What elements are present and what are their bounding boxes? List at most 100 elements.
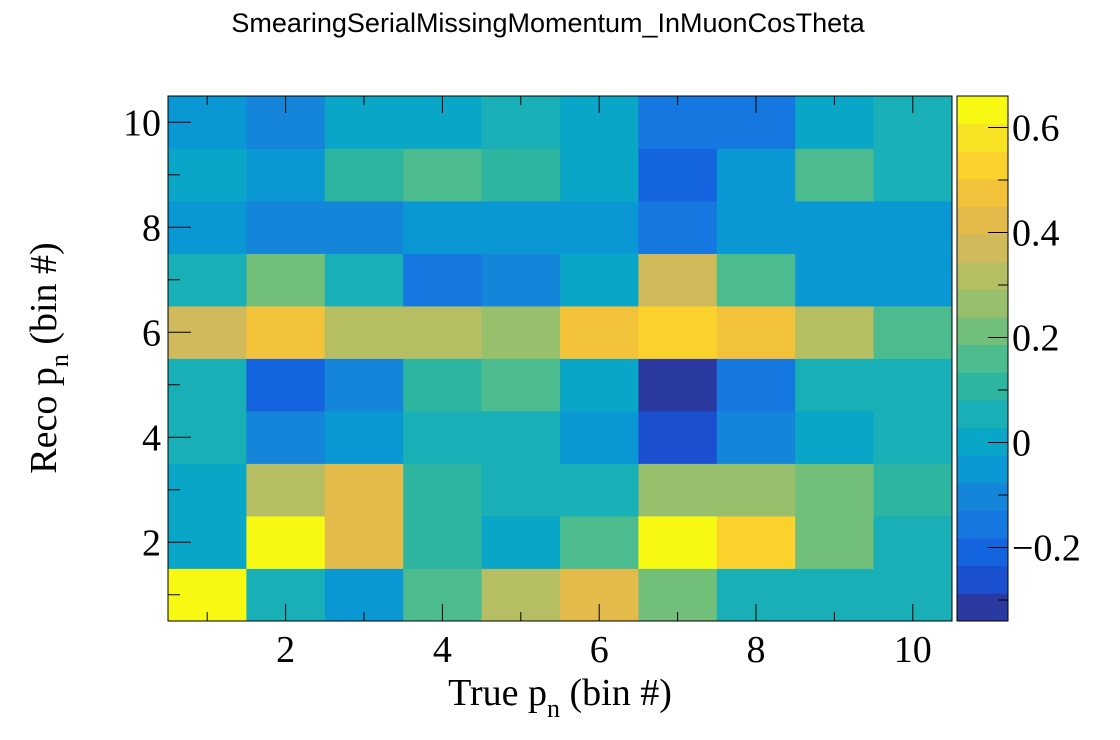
colorbar-segment — [957, 234, 1008, 263]
heatmap-cell — [560, 411, 639, 464]
heatmap-cell — [560, 201, 639, 254]
heatmap-cell — [795, 463, 874, 517]
heatmap-cell — [481, 148, 561, 202]
y-axis-label: Reco pn (bin #) — [23, 242, 74, 473]
heatmap-cell — [873, 463, 953, 517]
heatmap-cell — [795, 516, 874, 569]
heatmap-cell — [716, 516, 796, 569]
colorbar-segment — [957, 372, 1008, 401]
heatmap-cell — [168, 463, 247, 517]
heatmap-cell — [324, 463, 404, 517]
heatmap-cell — [481, 411, 561, 464]
colorbar-segment — [957, 96, 1008, 125]
heatmap-cell — [481, 201, 561, 254]
colorbar-segment — [957, 399, 1008, 428]
colorbar-segment — [957, 261, 1008, 290]
heatmap-cell — [246, 411, 326, 464]
y-tick-label: 6 — [142, 312, 161, 354]
heatmap-cell — [246, 306, 326, 359]
heatmap-cell — [246, 516, 326, 569]
heatmap-cell — [795, 358, 874, 412]
heatmap-cell — [716, 411, 796, 464]
heatmap-cell — [481, 253, 561, 307]
heatmap-cell — [403, 358, 482, 412]
heatmap-cell — [795, 148, 874, 202]
heatmap-cell — [638, 463, 718, 517]
x-tick-label: 4 — [433, 629, 452, 671]
heatmap-cell — [168, 253, 247, 307]
x-axis-label: True pn (bin #) — [448, 672, 672, 723]
heatmap-cell — [403, 411, 482, 464]
heatmap-cell — [638, 253, 718, 307]
colorbar-frame — [956, 95, 1009, 622]
y-tick-label: 10 — [123, 102, 161, 144]
heatmap-cell — [168, 358, 247, 412]
colorbar-segment — [957, 510, 1008, 539]
x-tick-label: 6 — [590, 629, 609, 671]
colorbar-segment — [957, 344, 1008, 373]
colorbar-segment — [957, 123, 1008, 152]
y-tick-label: 4 — [142, 417, 161, 459]
colorbar-tick-label: 0.4 — [1012, 213, 1060, 255]
heatmap-cell — [168, 148, 247, 202]
heatmap-cell — [481, 463, 561, 517]
colorbar-segment — [957, 151, 1008, 180]
heatmap-cell — [403, 516, 482, 569]
heatmap-cell — [716, 358, 796, 412]
heatmap-cell — [638, 358, 718, 412]
heatmap-cell — [795, 253, 874, 307]
heatmap-cell — [638, 411, 718, 464]
heatmap-cell — [403, 306, 482, 359]
heatmap-cell — [246, 148, 326, 202]
colorbar-segment — [957, 206, 1008, 235]
colorbar-segment — [957, 427, 1008, 456]
heatmap-cell — [873, 516, 953, 569]
heatmap-cell — [638, 201, 718, 254]
heatmap-cell — [873, 201, 953, 254]
heatmap-cell — [795, 411, 874, 464]
colorbar-segment — [957, 565, 1008, 594]
heatmap-cell — [403, 201, 482, 254]
heatmap-cell — [324, 411, 404, 464]
heatmap-cell — [560, 358, 639, 412]
heatmap-cell — [716, 463, 796, 517]
heatmap-cell — [873, 358, 953, 412]
x-tick-label: 10 — [894, 629, 932, 671]
x-tick-label: 8 — [747, 629, 766, 671]
heatmap-cell — [246, 253, 326, 307]
heatmap-cell — [403, 253, 482, 307]
heatmap-cell — [324, 201, 404, 254]
heatmap-cell — [246, 358, 326, 412]
colorbar-segment — [957, 289, 1008, 318]
heatmap-cell — [481, 516, 561, 569]
colorbar-segment — [957, 482, 1008, 511]
heatmap-cell — [324, 148, 404, 202]
heatmap-cell — [795, 201, 874, 254]
colorbar-segment — [957, 538, 1008, 567]
heatmap-cell — [795, 306, 874, 359]
heatmap-cell — [716, 148, 796, 202]
heatmap-cell — [481, 306, 561, 359]
heatmap-cell — [873, 411, 953, 464]
colorbar-segment — [957, 455, 1008, 484]
y-tick-label: 8 — [142, 207, 161, 249]
colorbar-segment — [957, 593, 1008, 622]
plot-frame — [167, 95, 953, 622]
heatmap-cell — [324, 253, 404, 307]
heatmap-cell — [638, 516, 718, 569]
heatmap-cell — [324, 358, 404, 412]
heatmap-cell — [873, 306, 953, 359]
colorbar-segment — [957, 317, 1008, 346]
colorbar-tick-label: 0.6 — [1012, 108, 1060, 150]
heatmap-cell — [246, 463, 326, 517]
heatmap-cell — [560, 463, 639, 517]
heatmap-cell — [638, 306, 718, 359]
heatmap-cell — [403, 148, 482, 202]
colorbar-tick-label: −0.2 — [1012, 528, 1081, 570]
heatmap-cell — [246, 201, 326, 254]
heatmap-cell — [481, 358, 561, 412]
chart-title: SmearingSerialMissingMomentum_InMuonCosT… — [231, 8, 865, 38]
heatmap-cell — [560, 516, 639, 569]
heatmap-cell — [560, 253, 639, 307]
